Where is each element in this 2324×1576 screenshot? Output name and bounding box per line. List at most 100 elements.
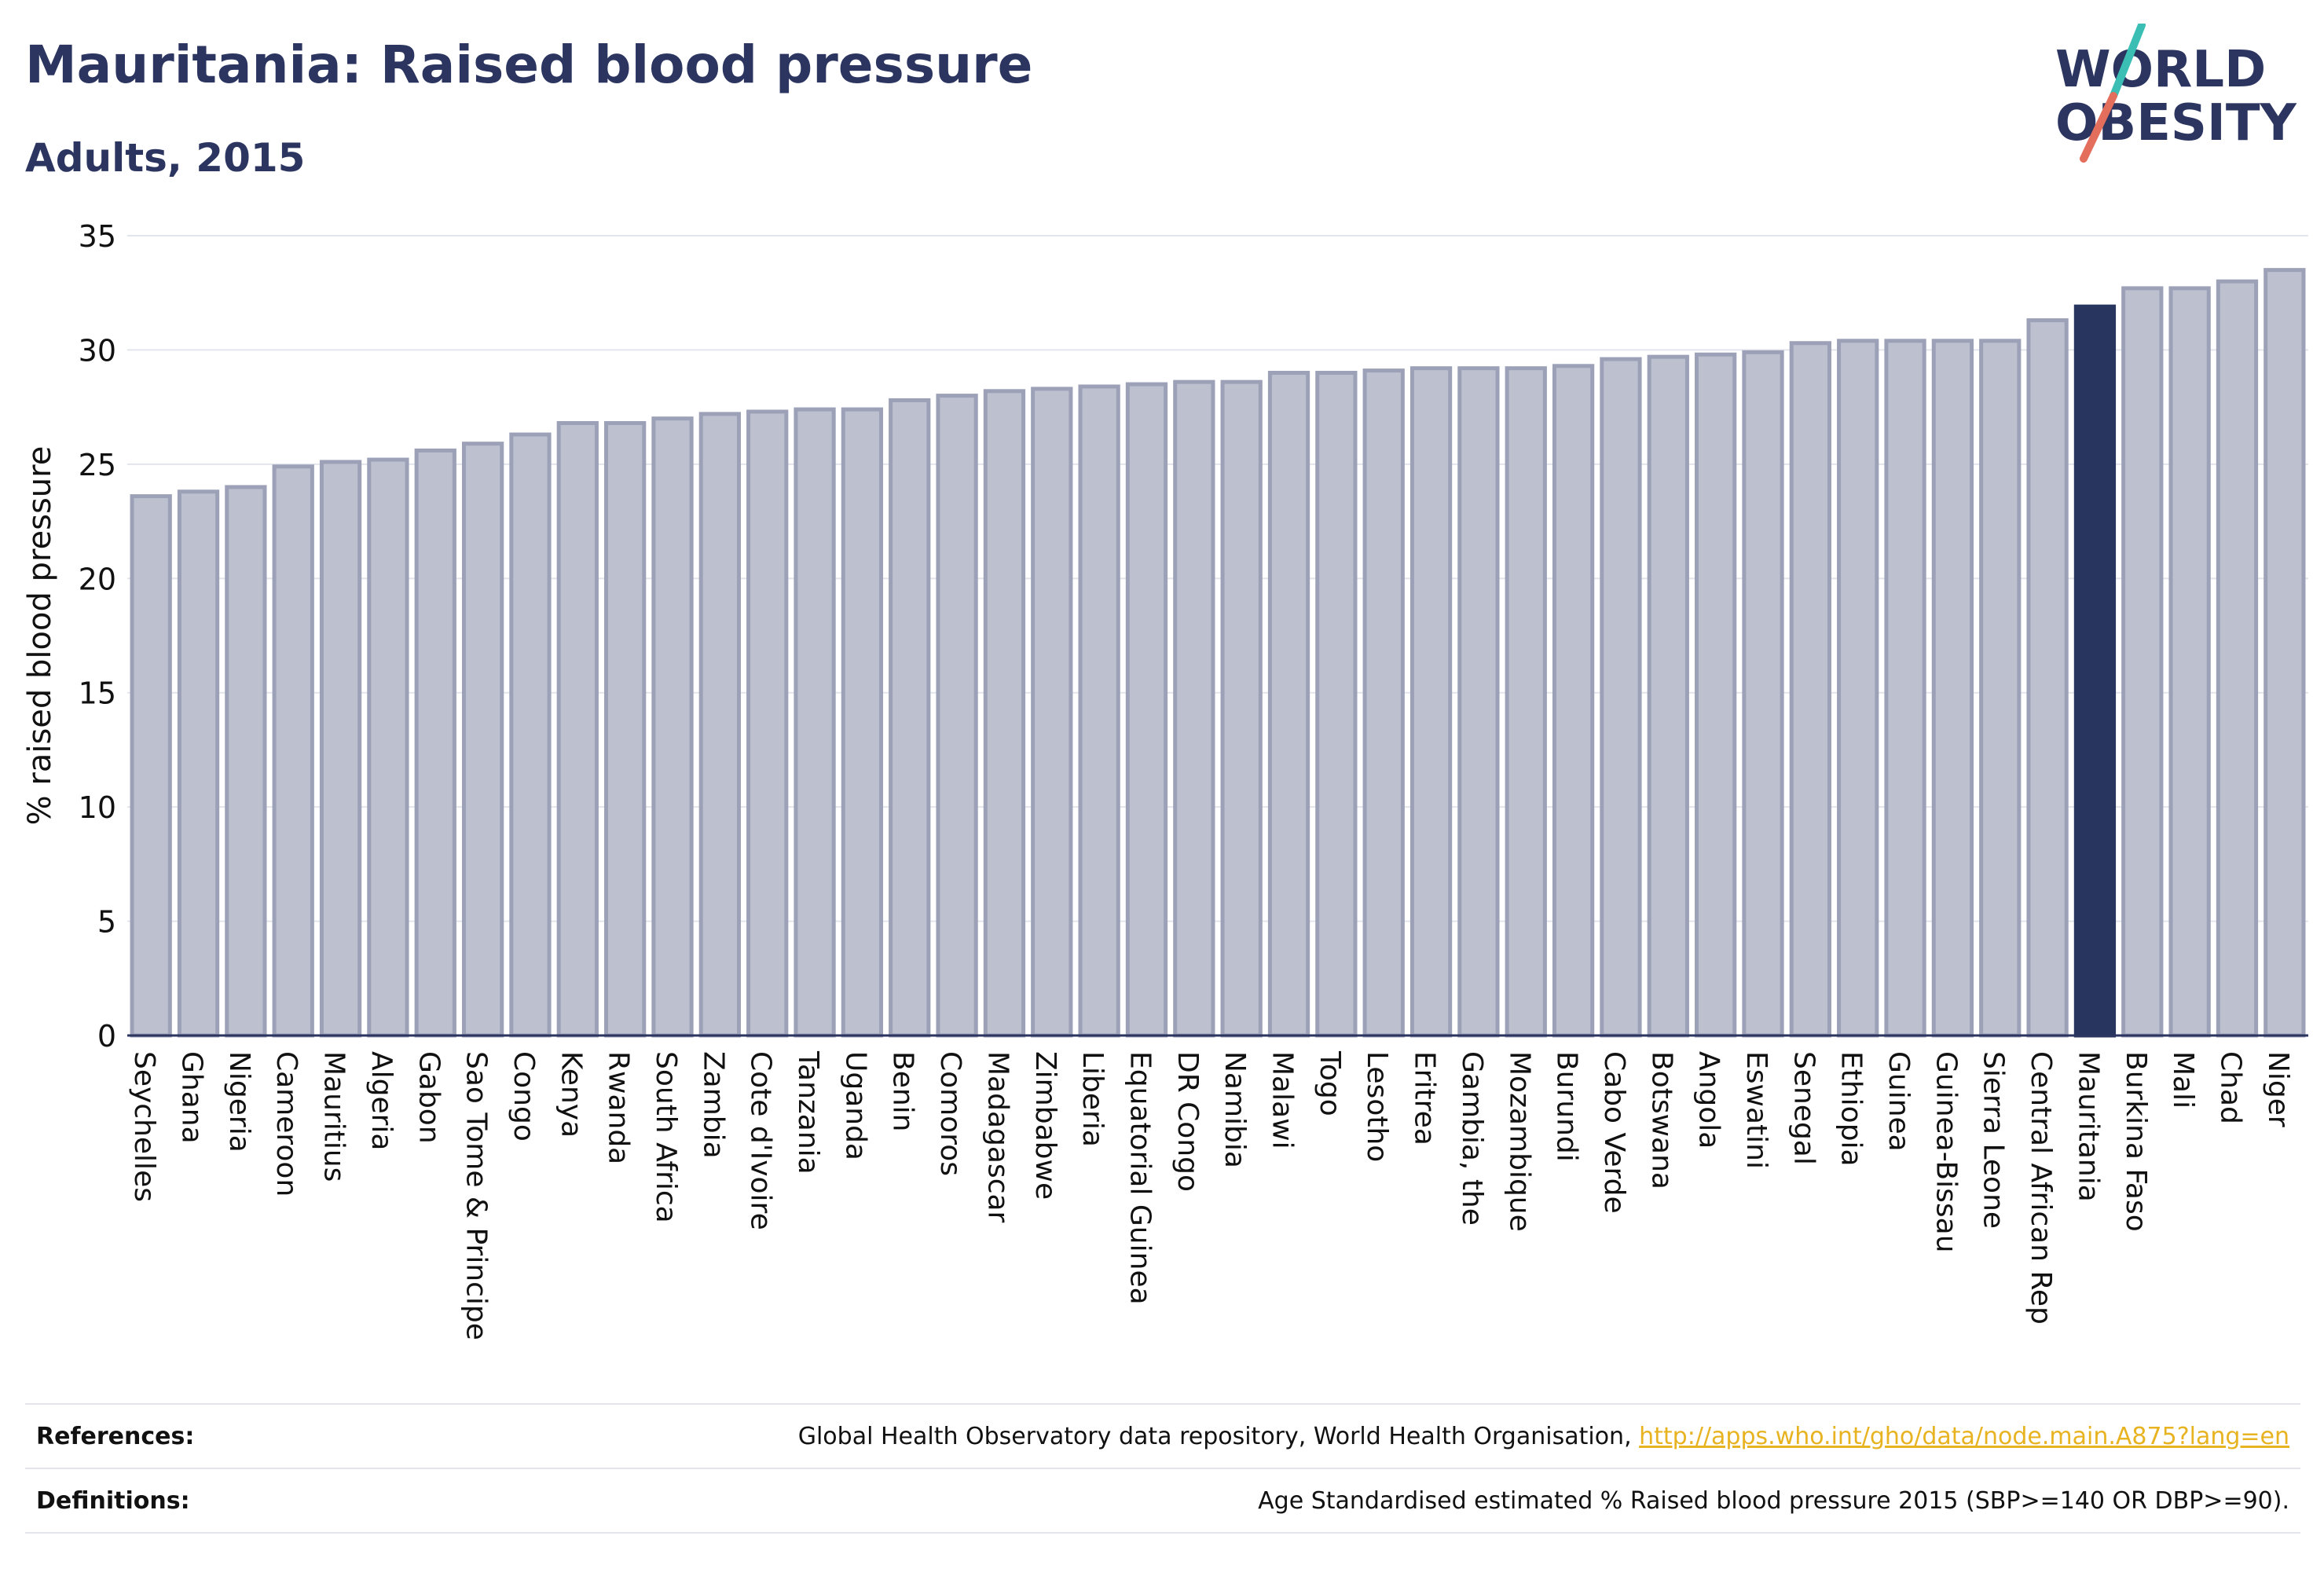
y-tick-label: 25 bbox=[79, 448, 116, 482]
bar-eswatini bbox=[1742, 350, 1784, 1038]
x-tick-label: Mauritania bbox=[2072, 1051, 2104, 1202]
y-tick-label: 5 bbox=[97, 905, 116, 940]
x-tick-label: Niger bbox=[2262, 1051, 2294, 1127]
x-tick-label: Guinea bbox=[1882, 1051, 1915, 1152]
x-tick-label: Algeria bbox=[365, 1051, 398, 1151]
bar-mauritius bbox=[319, 460, 362, 1038]
bar-chad bbox=[2216, 279, 2259, 1038]
bar-burundi bbox=[1552, 364, 1595, 1038]
x-tick-label: Cabo Verde bbox=[1598, 1051, 1630, 1214]
x-tick-label: Sao Tome & Principe bbox=[460, 1051, 493, 1340]
bar-congo bbox=[509, 432, 552, 1038]
x-tick-label: Congo bbox=[508, 1051, 540, 1142]
x-tick-label: Tanzania bbox=[792, 1050, 824, 1175]
bar-senegal bbox=[1789, 341, 1831, 1038]
bar-madagascar bbox=[983, 389, 1026, 1038]
x-tick-label: Uganda bbox=[839, 1051, 871, 1160]
bar-cabo-verde bbox=[1600, 357, 1642, 1038]
y-tick-label: 20 bbox=[79, 562, 116, 596]
bar-angola bbox=[1695, 352, 1737, 1038]
bar-mozambique bbox=[1505, 366, 1547, 1038]
y-tick-label: 10 bbox=[79, 790, 116, 825]
bar-gabon bbox=[414, 448, 456, 1038]
y-tick-label: 0 bbox=[97, 1019, 116, 1054]
bar-eritrea bbox=[1409, 366, 1453, 1038]
x-tick-label: Guinea-Bissau bbox=[1930, 1051, 1962, 1253]
references-link[interactable]: http://apps.who.int/gho/data/node.main.A… bbox=[1639, 1422, 2289, 1450]
footer-divider bbox=[25, 1532, 2300, 1534]
bar-chart: 0 5 10 15 20 25 30 35 Seychelles Ghana Nigeria Cam… bbox=[22, 219, 2308, 1340]
bar-dr-congo bbox=[1173, 379, 1215, 1038]
y-tick-label: 30 bbox=[79, 333, 116, 368]
logo-slash-coral bbox=[2080, 92, 2117, 163]
x-tick-label: DR Congo bbox=[1171, 1051, 1204, 1192]
world-obesity-logo: WORLD OBESITY bbox=[2055, 24, 2297, 163]
x-tick-label: Botswana bbox=[1645, 1051, 1677, 1189]
x-tick-label: Gambia, the bbox=[1456, 1051, 1488, 1226]
bar-cameroon bbox=[272, 464, 314, 1038]
bar-mali bbox=[2168, 286, 2211, 1038]
bar-lesotho bbox=[1362, 368, 1405, 1038]
x-tick-label: Liberia bbox=[1076, 1051, 1109, 1147]
x-tick-label: Malawi bbox=[1266, 1051, 1299, 1149]
x-tick-label: Ethiopia bbox=[1835, 1051, 1868, 1167]
bar-togo bbox=[1315, 371, 1358, 1038]
x-tick-label: Madagascar bbox=[981, 1051, 1014, 1223]
bar-nigeria bbox=[225, 485, 267, 1038]
references-text: Global Health Observatory data repositor… bbox=[798, 1423, 2300, 1450]
x-tick-label: Mali bbox=[2167, 1051, 2199, 1109]
bar-seychelles bbox=[130, 494, 172, 1038]
bar-zimbabwe bbox=[1031, 387, 1073, 1038]
x-tick-label: Burkina Faso bbox=[2120, 1051, 2152, 1232]
x-axis-labels: Seychelles Ghana Nigeria Cameroon Mauritius A… bbox=[128, 1050, 2294, 1340]
x-tick-label: Burundi bbox=[1551, 1051, 1583, 1162]
bar-zambia bbox=[698, 412, 741, 1038]
x-tick-label: Gabon bbox=[412, 1051, 445, 1144]
x-tick-label: Ghana bbox=[176, 1051, 208, 1144]
x-tick-label: Seychelles bbox=[128, 1051, 160, 1202]
x-tick-label: Zimbabwe bbox=[1029, 1051, 1061, 1200]
bar-central-african-rep bbox=[2026, 318, 2069, 1038]
bar-mauritania bbox=[2073, 304, 2117, 1038]
x-tick-label: Togo bbox=[1314, 1050, 1346, 1116]
references-source: Global Health Observatory data repositor… bbox=[797, 1422, 1640, 1450]
y-axis-ticks: 0 5 10 15 20 25 30 35 bbox=[79, 219, 116, 1054]
x-tick-label: Cameroon bbox=[270, 1051, 302, 1197]
x-tick-label: Kenya bbox=[555, 1051, 587, 1138]
bar-sao-tome-principe bbox=[461, 442, 504, 1038]
x-tick-label: Zambia bbox=[697, 1051, 729, 1159]
x-tick-label: Mozambique bbox=[1503, 1051, 1535, 1232]
bar-liberia bbox=[1078, 384, 1120, 1038]
bar-uganda bbox=[841, 407, 884, 1038]
x-tick-label: Benin bbox=[887, 1051, 919, 1131]
references-label: References: bbox=[36, 1422, 195, 1450]
x-tick-label: Senegal bbox=[1787, 1051, 1820, 1165]
bar-botswana bbox=[1647, 354, 1689, 1038]
bar-benin bbox=[889, 398, 931, 1038]
x-tick-label: Mauritius bbox=[318, 1051, 350, 1182]
logo-text-world: WORLD bbox=[2055, 41, 2266, 99]
y-tick-label: 15 bbox=[79, 676, 116, 711]
x-tick-label: Chad bbox=[2214, 1051, 2246, 1124]
bar-tanzania bbox=[794, 407, 836, 1038]
y-tick-label: 35 bbox=[79, 219, 116, 254]
bar-cote-d-ivoire bbox=[746, 409, 789, 1038]
bar-malawi bbox=[1267, 371, 1310, 1038]
bar-guinea-bissau bbox=[1931, 339, 1974, 1038]
bar-gambia-the bbox=[1457, 366, 1500, 1038]
x-tick-label: Angola bbox=[1693, 1051, 1725, 1149]
definitions-text: Age Standardised estimated % Raised bloo… bbox=[1258, 1486, 2289, 1515]
x-tick-label: Cote d'Ivoire bbox=[745, 1051, 777, 1230]
bar-ethiopia bbox=[1837, 339, 1879, 1038]
definitions-row: Definitions: Age Standardised estimated … bbox=[25, 1468, 2300, 1532]
x-tick-label: Equatorial Guinea bbox=[1124, 1051, 1156, 1305]
x-tick-label: Eritrea bbox=[1409, 1051, 1441, 1145]
bar-burkina-faso bbox=[2121, 286, 2164, 1038]
logo-text-obesity: OBESITY bbox=[2055, 94, 2297, 152]
x-tick-label: Comoros bbox=[934, 1051, 966, 1176]
x-tick-label: Eswatini bbox=[1740, 1051, 1772, 1169]
x-tick-label: Nigeria bbox=[223, 1051, 255, 1153]
bar-guinea bbox=[1884, 339, 1926, 1038]
x-tick-label: Namibia bbox=[1219, 1051, 1251, 1168]
bar-rwanda bbox=[604, 421, 647, 1038]
